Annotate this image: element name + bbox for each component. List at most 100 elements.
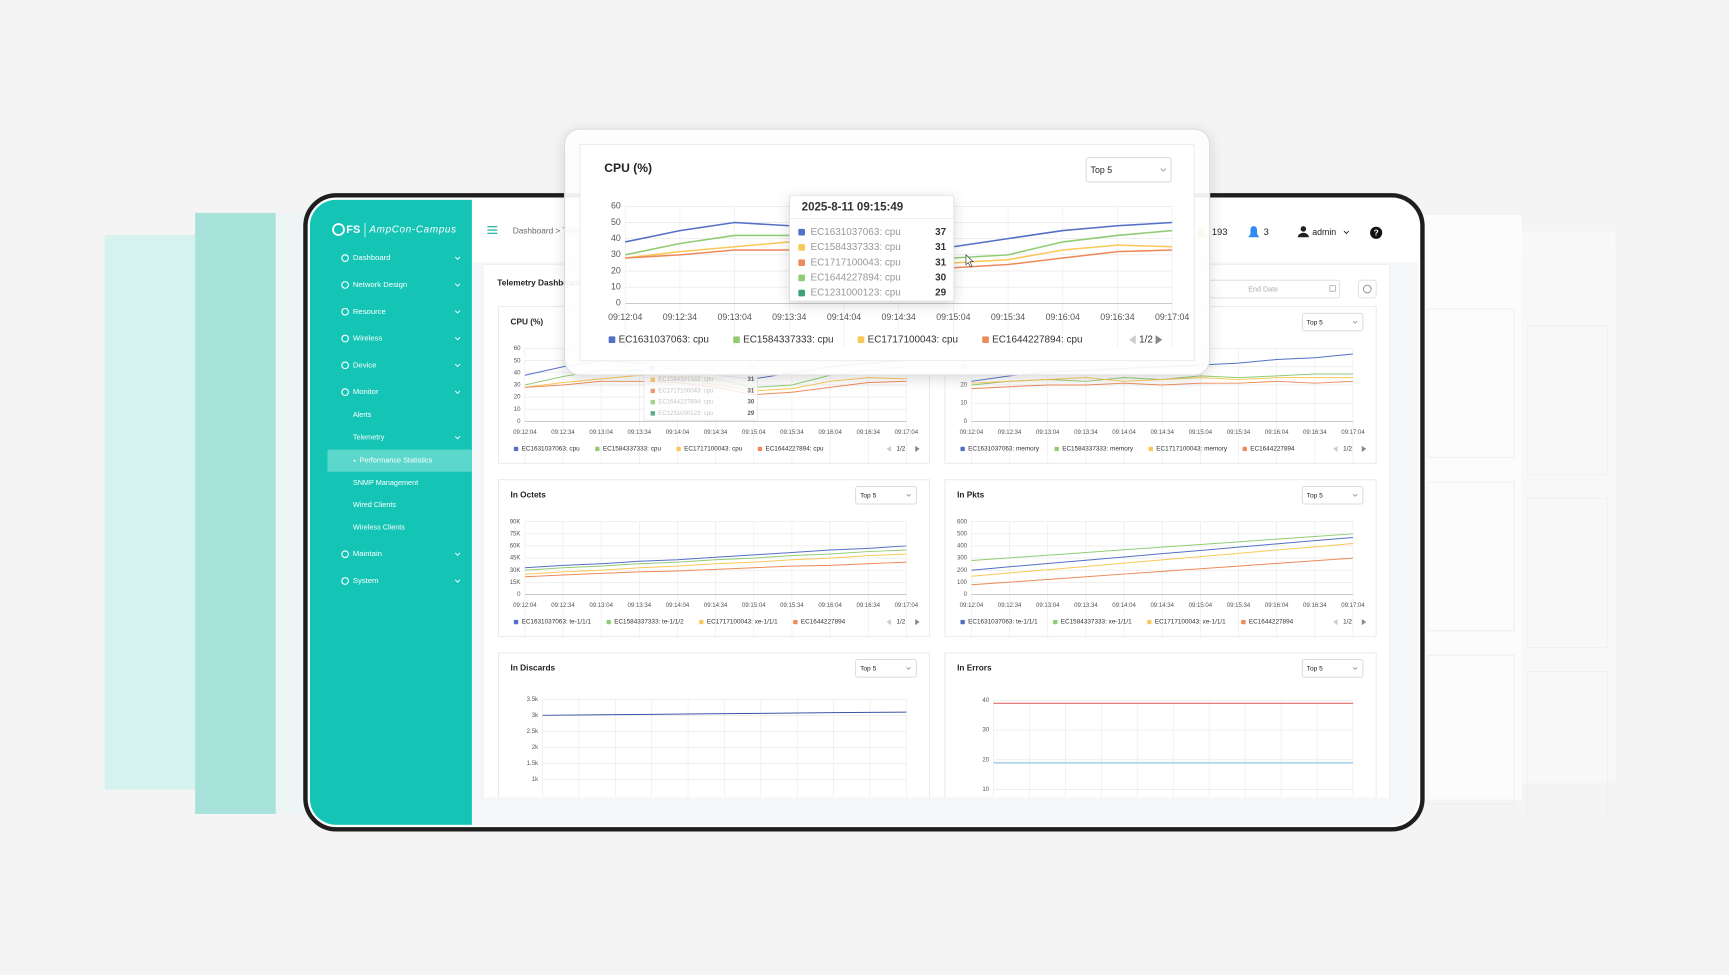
mini-tooltip-value: 31 <box>747 377 754 383</box>
y-tick-label: 1.5k <box>527 761 539 767</box>
menu-item: Alerts <box>353 410 372 419</box>
menu-icon <box>341 281 349 289</box>
help-glyph: ? <box>1374 229 1379 238</box>
pager-next <box>915 445 920 452</box>
select-value: Top 5 <box>860 493 876 500</box>
x-tick-label: 09:17:04 <box>895 603 919 609</box>
x-tick-label: 09:13:34 <box>1074 603 1098 609</box>
x-tick-label: 09:12:34 <box>551 603 575 609</box>
x-tick-label: 09:15:34 <box>991 312 1025 322</box>
card-title: In Discards <box>511 664 556 673</box>
x-tick-label: 09:16:04 <box>818 603 842 609</box>
x-tick-label: 09:17:04 <box>1155 312 1189 322</box>
menu-item: Device <box>353 360 377 369</box>
legend-label: EC1631037063: cpu <box>619 334 709 345</box>
series-line <box>524 561 907 578</box>
select[interactable] <box>855 659 917 678</box>
legend-label: EC1584337333: memory <box>1062 446 1134 453</box>
y-tick-label: 50 <box>514 358 521 364</box>
legend-label: EC1631037063: memory <box>968 446 1040 453</box>
chevron <box>454 256 461 260</box>
chevron <box>1352 493 1358 497</box>
y-tick-label: 30 <box>982 728 989 734</box>
tooltip-swatch <box>798 228 805 236</box>
menu-item: System <box>353 576 379 585</box>
mini-tooltip-swatch <box>650 411 655 416</box>
x-tick-label: 09:13:04 <box>1036 603 1060 609</box>
mini-tooltip-value: 31 <box>747 388 754 394</box>
y-tick-label: 15K <box>510 580 521 586</box>
chevron <box>454 337 461 341</box>
sidebar <box>309 199 472 825</box>
tooltip-name: EC1631037063: cpu <box>810 227 900 238</box>
menu-item: Wired Clients <box>353 500 397 509</box>
chevron <box>454 390 461 394</box>
x-tick-label: 09:14:04 <box>666 603 690 609</box>
select[interactable] <box>1301 486 1364 505</box>
x-tick-label: 09:15:34 <box>780 603 804 609</box>
x-tick-label: 09:17:04 <box>1341 430 1365 436</box>
y-tick-label: 0 <box>964 592 968 598</box>
menu-icon <box>341 361 349 370</box>
y-tick-label: 200 <box>957 568 968 574</box>
x-tick-label: 09:16:34 <box>1303 603 1327 609</box>
x-tick-label: 09:14:34 <box>704 603 728 609</box>
bg-card <box>1526 325 1609 475</box>
y-tick-label: 10 <box>982 787 989 793</box>
menu-icon <box>341 577 349 585</box>
mini-tooltip-value: 30 <box>747 400 754 406</box>
pager: 1/2 <box>1139 334 1153 345</box>
legend-label: EC1644227894 <box>1249 619 1294 626</box>
x-tick-label: 09:12:34 <box>551 430 575 436</box>
tooltip-swatch <box>798 259 805 266</box>
calendar-icon <box>1329 285 1336 292</box>
menu-icon <box>341 388 349 396</box>
menu-item: Wireless <box>353 334 383 343</box>
x-tick-label: 09:15:04 <box>936 312 970 322</box>
logo-icon <box>332 223 345 236</box>
menu-item: Monitor <box>353 387 379 396</box>
legend-label: EC1644227894 <box>1250 446 1295 453</box>
chevron <box>454 436 461 440</box>
select[interactable] <box>1301 312 1364 332</box>
card-title: In Errors <box>957 664 992 673</box>
y-tick-label: 0 <box>517 592 521 598</box>
mini-tooltip-swatch <box>650 377 655 382</box>
tooltip-swatch <box>798 289 805 297</box>
chevron <box>1352 320 1358 324</box>
x-tick-label: 09:16:04 <box>818 430 842 436</box>
y-tick-label: 3k <box>532 713 539 719</box>
series-line <box>971 536 1354 571</box>
x-tick-label: 09:16:34 <box>856 430 880 436</box>
mini-tooltip-name: EC1717100043: cpu <box>658 388 713 394</box>
select[interactable] <box>855 486 917 505</box>
legend-swatch <box>733 336 740 344</box>
menu-item: Telemetry <box>353 432 385 441</box>
x-tick-label: 09:14:04 <box>1112 430 1136 436</box>
legend-label: EC1717100043: cpu <box>684 446 743 453</box>
legend-swatch <box>595 446 600 452</box>
legend-swatch <box>1147 619 1152 625</box>
tooltip-name: EC1717100043: cpu <box>810 257 900 268</box>
y-tick-label: 300 <box>957 556 968 562</box>
tooltip-swatch <box>798 244 805 251</box>
y-tick-label: 90K <box>510 519 521 525</box>
x-tick-label: 09:15:04 <box>742 430 766 436</box>
y-tick-label: 400 <box>957 544 968 550</box>
x-tick-label: 09:16:04 <box>1265 603 1289 609</box>
select[interactable] <box>1301 659 1364 678</box>
tooltip-value: 31 <box>935 257 947 268</box>
chart-card: In Pkts Top 5 0 100 200 300 400 500 600 09:12:04 0… <box>944 479 1377 639</box>
x-tick-label: 09:13:04 <box>589 603 613 609</box>
menu-active <box>327 449 472 472</box>
menu-item: Maintain <box>353 549 382 558</box>
tooltip-name: EC1584337333: cpu <box>810 242 900 253</box>
legend-label: EC1631037063: cpu <box>522 446 581 453</box>
menu-item: Network Design <box>353 280 407 289</box>
select[interactable] <box>1085 157 1172 183</box>
legend-swatch <box>1054 446 1059 452</box>
x-tick-label: 09:15:34 <box>1227 603 1251 609</box>
menu-bullet <box>353 459 356 462</box>
legend-swatch <box>960 619 965 625</box>
legend-swatch <box>1148 446 1153 452</box>
